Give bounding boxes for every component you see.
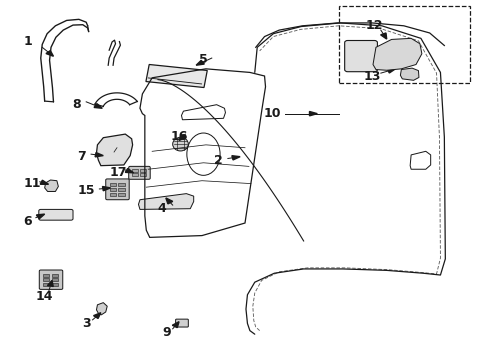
Text: 13: 13 bbox=[364, 69, 381, 82]
Ellipse shape bbox=[172, 137, 188, 151]
Polygon shape bbox=[125, 168, 134, 173]
Polygon shape bbox=[97, 134, 133, 166]
Text: 12: 12 bbox=[366, 19, 383, 32]
Bar bbox=[119, 183, 125, 186]
Text: 17: 17 bbox=[109, 166, 127, 179]
Text: 11: 11 bbox=[24, 177, 41, 190]
Text: 7: 7 bbox=[77, 150, 86, 163]
Bar bbox=[119, 188, 125, 192]
Text: 3: 3 bbox=[82, 317, 91, 330]
Polygon shape bbox=[232, 156, 240, 160]
Polygon shape bbox=[46, 51, 53, 56]
Bar bbox=[132, 173, 138, 176]
Text: 16: 16 bbox=[171, 130, 188, 144]
FancyBboxPatch shape bbox=[344, 41, 377, 72]
Polygon shape bbox=[94, 313, 101, 319]
Polygon shape bbox=[94, 104, 102, 108]
FancyBboxPatch shape bbox=[106, 179, 129, 200]
FancyBboxPatch shape bbox=[39, 210, 73, 220]
Bar bbox=[119, 193, 125, 197]
Text: 1: 1 bbox=[23, 35, 32, 49]
Text: 5: 5 bbox=[199, 53, 208, 66]
Polygon shape bbox=[146, 64, 207, 87]
Polygon shape bbox=[179, 135, 186, 140]
Text: 15: 15 bbox=[77, 184, 95, 197]
Polygon shape bbox=[40, 180, 49, 184]
Polygon shape bbox=[196, 60, 204, 65]
Bar bbox=[52, 278, 58, 282]
FancyBboxPatch shape bbox=[129, 166, 150, 179]
Text: 4: 4 bbox=[158, 202, 166, 215]
Bar bbox=[52, 283, 58, 286]
Bar bbox=[43, 283, 49, 286]
Bar bbox=[52, 274, 58, 277]
Polygon shape bbox=[139, 194, 194, 210]
Polygon shape bbox=[400, 68, 419, 80]
FancyBboxPatch shape bbox=[39, 270, 63, 289]
Polygon shape bbox=[102, 186, 111, 191]
Polygon shape bbox=[373, 39, 422, 70]
Bar bbox=[140, 173, 146, 176]
Bar bbox=[132, 169, 138, 172]
Text: 14: 14 bbox=[36, 290, 53, 303]
Polygon shape bbox=[387, 69, 395, 73]
FancyBboxPatch shape bbox=[175, 319, 188, 327]
Text: 9: 9 bbox=[163, 326, 171, 339]
Polygon shape bbox=[166, 198, 173, 204]
Bar bbox=[339, 6, 470, 83]
Bar bbox=[140, 169, 146, 172]
Text: 6: 6 bbox=[23, 215, 32, 228]
Polygon shape bbox=[48, 280, 53, 287]
Bar bbox=[110, 188, 116, 192]
Bar bbox=[110, 193, 116, 197]
Polygon shape bbox=[310, 112, 318, 116]
Text: 2: 2 bbox=[214, 154, 222, 167]
Bar bbox=[110, 183, 116, 186]
Polygon shape bbox=[97, 303, 107, 315]
Polygon shape bbox=[45, 180, 58, 192]
Text: 10: 10 bbox=[263, 107, 281, 120]
Polygon shape bbox=[172, 321, 179, 328]
Polygon shape bbox=[36, 214, 45, 219]
Text: 8: 8 bbox=[72, 98, 81, 111]
Bar bbox=[43, 278, 49, 282]
Polygon shape bbox=[381, 33, 387, 39]
Polygon shape bbox=[95, 153, 103, 157]
Bar bbox=[43, 274, 49, 277]
